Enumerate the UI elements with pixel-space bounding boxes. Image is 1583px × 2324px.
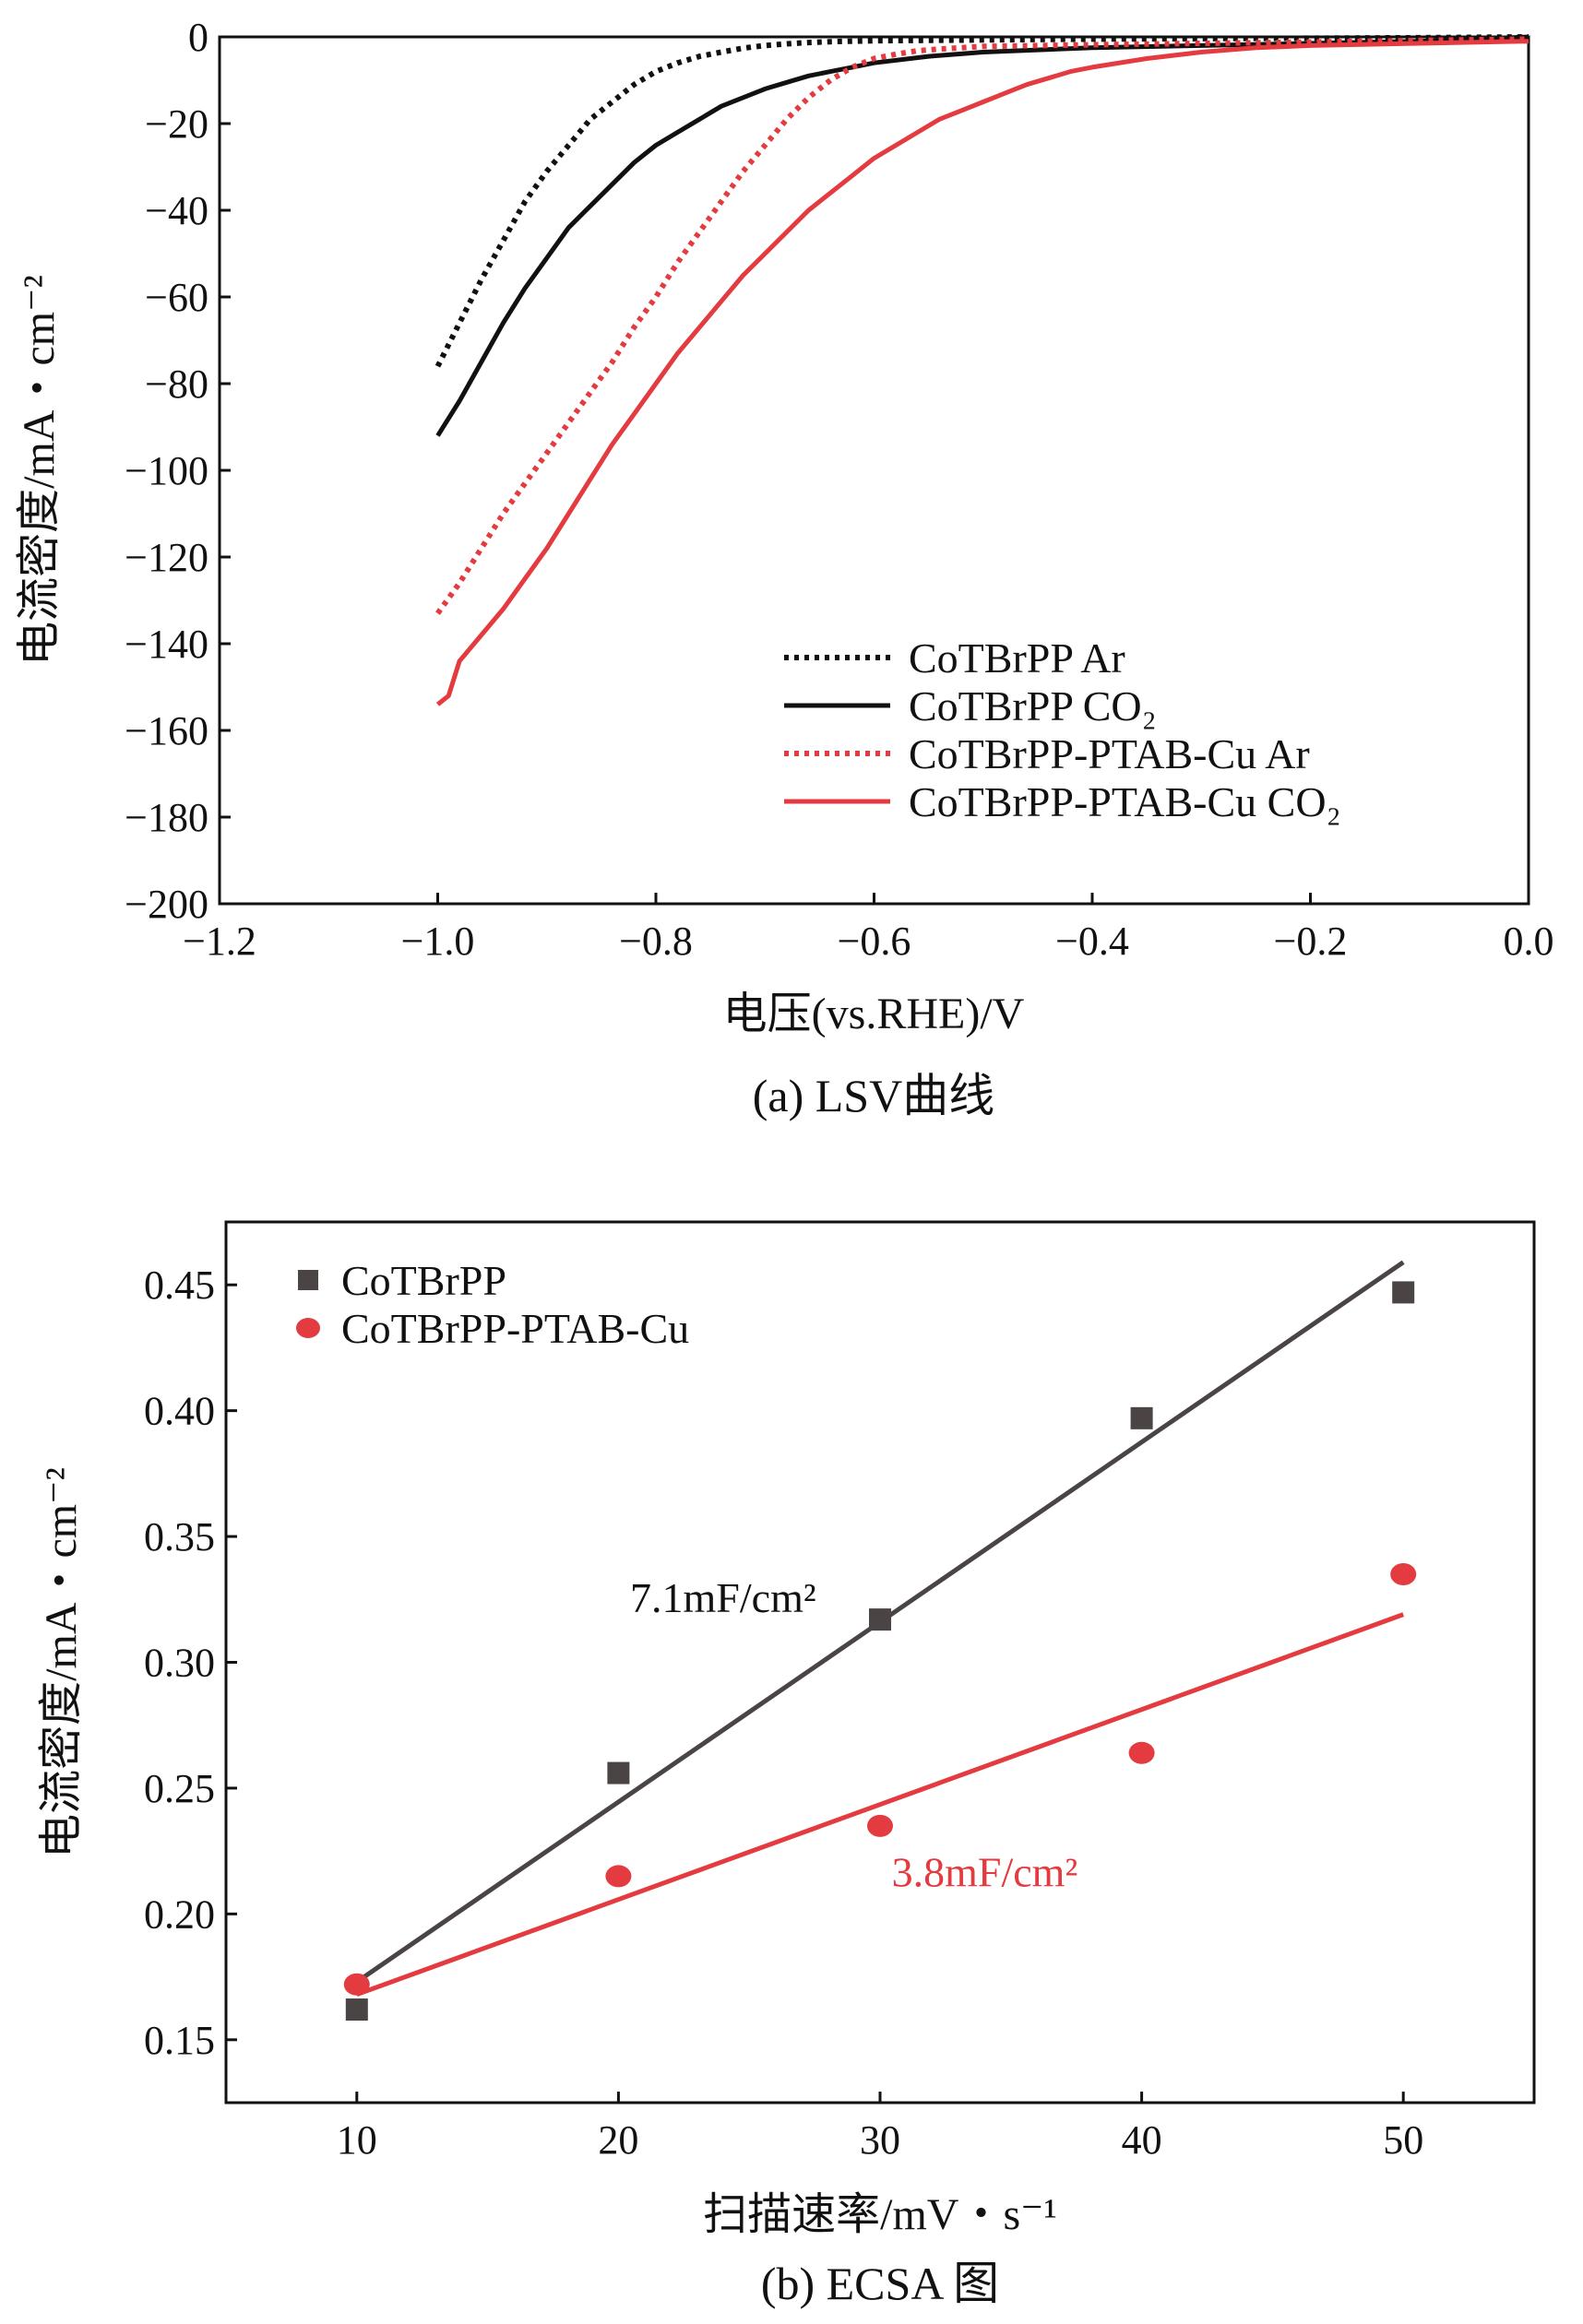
lsv-y-tick-label: −160	[125, 708, 208, 753]
ecsa-legend-swatch	[296, 1318, 320, 1338]
ecsa-chart: 10 20 30 40 50 0.15 0.20 0.25 0.30 0.35 0.40 0.45 7…	[37, 1220, 1536, 2309]
ecsa-point-circle	[605, 1865, 632, 1888]
ecsa-y-tick-label: 0.40	[144, 1389, 215, 1434]
ecsa-caption: (b) ECSA 图	[761, 2258, 999, 2309]
ecsa-y-tick-label: 0.45	[144, 1263, 215, 1308]
lsv-series-line-3	[435, 36, 1529, 615]
ecsa-point-circle	[867, 1814, 893, 1837]
ecsa-point-square	[1392, 1281, 1415, 1304]
lsv-legend-label: CoTBrPP CO₂	[909, 682, 1157, 729]
lsv-y-tick-label: 0	[188, 15, 208, 60]
ecsa-x-tick-label: 20	[598, 2117, 638, 2163]
lsv-y-tick-label: −20	[145, 101, 208, 147]
ecsa-point-circle	[343, 1973, 370, 1996]
ecsa-x-tick-label: 10	[337, 2117, 377, 2163]
lsv-y-tick-label: −180	[125, 795, 208, 840]
ecsa-x-axis-label: 扫描速率/mV・s⁻¹	[703, 2190, 1057, 2239]
lsv-x-tick-label: −0.6	[838, 919, 911, 964]
lsv-y-tick-label: −60	[145, 275, 208, 320]
ecsa-y-tick-label: 0.30	[144, 1641, 215, 1686]
lsv-legend-label: CoTBrPP-PTAB-Cu Ar	[909, 730, 1310, 777]
lsv-legend-label: CoTBrPP-PTAB-Cu CO₂	[909, 778, 1341, 825]
ecsa-point-square	[869, 1608, 891, 1631]
ecsa-axis-ticks: 10 20 30 40 50 0.15 0.20 0.25 0.30 0.35 0.40 0.45	[144, 1263, 1423, 2163]
lsv-caption: (a) LSV曲线	[753, 1070, 994, 1121]
lsv-x-tick-label: −1.0	[401, 919, 475, 964]
ecsa-point-square	[1130, 1406, 1153, 1429]
ecsa-y-tick-label: 0.25	[144, 1766, 215, 1811]
lsv-series-line-2	[435, 34, 1529, 437]
ecsa-data-points	[343, 1281, 1417, 2022]
ecsa-x-tick-label: 40	[1122, 2117, 1162, 2163]
ecsa-fit-line-2	[355, 1612, 1405, 1998]
lsv-y-axis-label: 电流密度/mA・cm⁻²	[15, 275, 64, 666]
lsv-y-tick-label: −120	[125, 535, 208, 580]
ecsa-slope-annotation: 3.8mF/cm²	[892, 1848, 1078, 1895]
lsv-x-tick-label: 0.0	[1504, 919, 1554, 964]
lsv-y-tick-label: −140	[125, 622, 208, 667]
ecsa-slope-annotation: 7.1mF/cm²	[630, 1574, 816, 1621]
lsv-y-tick-label: −100	[125, 448, 208, 493]
lsv-x-tick-label: −0.8	[619, 919, 693, 964]
lsv-series-line-1	[434, 34, 1529, 368]
ecsa-y-tick-label: 0.15	[144, 2018, 215, 2063]
ecsa-legend-label: CoTBrPP	[341, 1257, 506, 1304]
lsv-y-tick-label: −80	[145, 362, 208, 407]
ecsa-point-square	[607, 1761, 630, 1784]
ecsa-y-tick-label: 0.35	[144, 1514, 215, 1559]
lsv-legend-label: CoTBrPP Ar	[909, 634, 1125, 682]
ecsa-x-tick-label: 30	[860, 2117, 900, 2163]
ecsa-legend-swatch	[298, 1270, 318, 1290]
lsv-y-tick-label: −200	[125, 882, 208, 927]
lsv-series-line-4	[435, 39, 1529, 706]
ecsa-point-circle	[1390, 1563, 1417, 1585]
lsv-x-tick-label: −0.2	[1274, 919, 1348, 964]
lsv-x-tick-label: −1.2	[183, 919, 256, 964]
ecsa-annotations: 7.1mF/cm² 3.8mF/cm²	[630, 1574, 1077, 1895]
lsv-x-tick-label: −0.4	[1055, 919, 1129, 964]
ecsa-point-square	[345, 1998, 368, 2022]
lsv-chart: −1.2 −1.0 −0.8 −0.6 −0.4 −0.2 0.0 0 −20 −40 −60 −80…	[15, 15, 1554, 1121]
lsv-plot-frame	[218, 35, 1530, 906]
ecsa-legend-label: CoTBrPP-PTAB-Cu	[341, 1305, 689, 1352]
lsv-axis-ticks: −1.2 −1.0 −0.8 −0.6 −0.4 −0.2 0.0 0 −20 −40 −60 −80…	[125, 15, 1553, 964]
lsv-y-tick-label: −40	[145, 188, 208, 233]
ecsa-x-tick-label: 50	[1383, 2117, 1423, 2163]
lsv-series	[434, 34, 1529, 706]
lsv-x-axis-label: 电压(vs.RHE)/V	[723, 990, 1025, 1038]
ecsa-point-circle	[1128, 1741, 1155, 1764]
ecsa-y-axis-label: 电流密度/mA・cm⁻²	[37, 1467, 86, 1858]
ecsa-y-tick-label: 0.20	[144, 1891, 215, 1937]
